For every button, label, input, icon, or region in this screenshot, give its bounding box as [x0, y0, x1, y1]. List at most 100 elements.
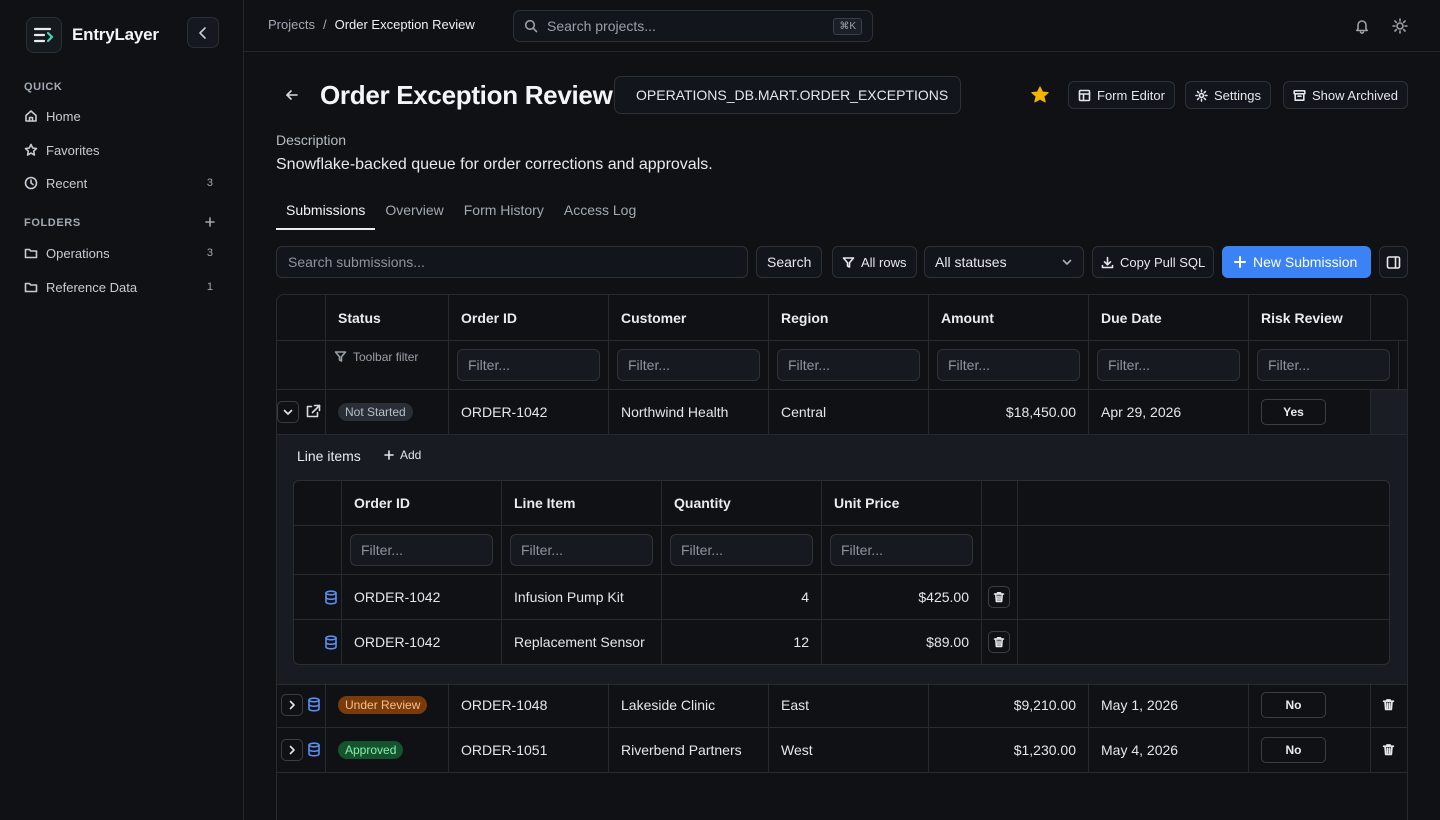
plus-icon — [205, 217, 215, 227]
add-line-item-label: Add — [400, 448, 422, 462]
clock-icon — [24, 176, 38, 190]
notifications-button[interactable] — [1354, 18, 1370, 34]
delete-row-button[interactable] — [1382, 743, 1395, 756]
filter-customer-input[interactable]: Filter... — [617, 349, 760, 381]
expand-row-button[interactable] — [281, 739, 303, 761]
column-header-risk-review[interactable]: Risk Review — [1249, 295, 1371, 340]
line-item-row[interactable]: ORDER-1042 Replacement Sensor 12 $89.00 — [294, 620, 1389, 664]
line-row-actions-cell — [294, 575, 342, 619]
collapse-sidebar-button[interactable] — [187, 17, 219, 48]
sidebar-item-label: Operations — [46, 245, 110, 261]
column-header-amount[interactable]: Amount — [929, 295, 1089, 340]
line-items-table: Order ID Line Item Quantity Unit Price F… — [293, 480, 1390, 665]
line-filter-unit-price-input[interactable]: Filter... — [830, 534, 973, 566]
form-editor-button[interactable]: Form Editor — [1068, 81, 1175, 109]
status-select-value: All statuses — [935, 254, 1007, 270]
new-submission-button[interactable]: New Submission — [1222, 246, 1371, 278]
line-column-header-line-item[interactable]: Line Item — [502, 481, 662, 525]
toggle-panel-button[interactable] — [1379, 246, 1408, 278]
copy-pull-sql-button[interactable]: Copy Pull SQL — [1092, 246, 1215, 278]
line-item-row[interactable]: ORDER-1042 Infusion Pump Kit 4 $425.00 — [294, 575, 1389, 620]
brand-logo-icon — [26, 17, 62, 53]
line-items-panel: Line items Add Order ID Line Item Quanti… — [277, 435, 1407, 685]
favorite-button[interactable] — [1030, 85, 1050, 105]
status-cell: Under Review — [326, 683, 449, 727]
database-row-icon[interactable] — [307, 742, 321, 757]
table-row[interactable]: Under Review ORDER-1048 Lakeside Clinic … — [277, 683, 1407, 728]
tab-form-history[interactable]: Form History — [463, 202, 544, 218]
project-search-input[interactable]: Search projects... ⌘K — [513, 10, 873, 42]
line-column-header-quantity[interactable]: Quantity — [662, 481, 822, 525]
toolbar-filter-label: Toolbar filter — [353, 350, 419, 364]
tab-overview[interactable]: Overview — [385, 202, 444, 218]
filter-amount-input[interactable]: Filter... — [937, 349, 1080, 381]
line-column-header-unit-price[interactable]: Unit Price — [822, 481, 982, 525]
submission-search-input[interactable]: Search submissions... — [276, 246, 748, 278]
grid-header-row: Status Order ID Customer Region Amount D… — [277, 295, 1407, 341]
risk-review-toggle[interactable]: No — [1261, 737, 1326, 763]
table-row[interactable]: Approved ORDER-1051 Riverbend Partners W… — [277, 728, 1407, 773]
line-filter-order-id-cell: Filter... — [342, 526, 502, 574]
line-column-header-order-id[interactable]: Order ID — [342, 481, 502, 525]
gear-icon — [1195, 88, 1208, 102]
line-filter-quantity-input[interactable]: Filter... — [670, 534, 813, 566]
sidebar-item-operations[interactable]: Operations 3 — [24, 242, 220, 264]
settings-button[interactable]: Settings — [1185, 81, 1271, 109]
sidebar-item-recent[interactable]: Recent 3 — [24, 172, 220, 194]
filter-order-id-input[interactable]: Filter... — [457, 349, 600, 381]
column-header-status[interactable]: Status — [326, 295, 449, 340]
add-line-item-button[interactable]: Add — [383, 448, 421, 462]
tabs: Submissions Overview Form History Access… — [276, 200, 646, 230]
submissions-grid: Status Order ID Customer Region Amount D… — [276, 294, 1408, 820]
back-button[interactable] — [283, 86, 301, 104]
column-header-order-id[interactable]: Order ID — [449, 295, 609, 340]
database-row-icon[interactable] — [307, 697, 321, 712]
column-header-region[interactable]: Region — [769, 295, 929, 340]
delete-line-item-button[interactable] — [988, 631, 1010, 653]
sidebar-item-home[interactable]: Home — [24, 105, 220, 127]
delete-row-button[interactable] — [1382, 698, 1395, 711]
theme-toggle-button[interactable] — [1392, 18, 1408, 34]
breadcrumb-current: Order Exception Review — [334, 17, 475, 32]
brand[interactable]: EntryLayer — [26, 17, 159, 53]
risk-review-cell: No — [1249, 683, 1371, 727]
filter-risk-review-input[interactable]: Filter... — [1257, 349, 1390, 381]
download-icon — [1101, 256, 1114, 268]
expand-row-button[interactable] — [281, 694, 303, 716]
risk-review-toggle[interactable]: No — [1261, 692, 1326, 718]
status-select[interactable]: All statuses — [924, 246, 1084, 278]
line-order-id-cell: ORDER-1042 — [342, 575, 502, 619]
toolbar-filter[interactable]: Toolbar filter — [326, 341, 449, 389]
column-header-due-date[interactable]: Due Date — [1089, 295, 1249, 340]
tab-submissions[interactable]: Submissions — [276, 200, 376, 230]
delete-line-item-button[interactable] — [988, 586, 1010, 608]
filter-order-id-cell: Filter... — [449, 341, 609, 389]
sidebar-item-favorites[interactable]: Favorites — [24, 139, 220, 161]
region-cell: West — [769, 728, 929, 772]
table-row[interactable]: Not Started ORDER-1042 Northwind Health … — [277, 390, 1407, 435]
status-cell: Approved — [326, 728, 449, 772]
show-archived-button[interactable]: Show Archived — [1283, 81, 1408, 109]
status-cell: Not Started — [326, 390, 449, 434]
rows-filter-button[interactable]: All rows — [832, 246, 917, 278]
database-row-icon[interactable] — [324, 635, 338, 650]
tab-access-log[interactable]: Access Log — [563, 202, 637, 218]
table-reference[interactable]: OPERATIONS_DB.MART.ORDER_EXCEPTIONS — [614, 76, 961, 114]
sidebar-item-reference-data[interactable]: Reference Data 1 — [24, 276, 220, 298]
filter-due-date-input[interactable]: Filter... — [1097, 349, 1240, 381]
sidebar-item-label: Home — [46, 108, 81, 124]
panel-right-icon — [1386, 255, 1401, 269]
database-row-icon[interactable] — [324, 590, 338, 605]
add-folder-button[interactable] — [204, 216, 216, 228]
due-date-cell: May 4, 2026 — [1089, 728, 1249, 772]
risk-review-toggle[interactable]: Yes — [1261, 399, 1326, 425]
filter-region-input[interactable]: Filter... — [777, 349, 920, 381]
breadcrumb-projects[interactable]: Projects — [268, 17, 315, 32]
search-button[interactable]: Search — [756, 246, 823, 278]
collapse-row-button[interactable] — [277, 401, 299, 423]
open-record-button[interactable] — [306, 404, 321, 419]
folders-section-label: FOLDERS — [24, 217, 81, 229]
line-filter-line-item-input[interactable]: Filter... — [510, 534, 653, 566]
line-filter-order-id-input[interactable]: Filter... — [350, 534, 493, 566]
column-header-customer[interactable]: Customer — [609, 295, 769, 340]
